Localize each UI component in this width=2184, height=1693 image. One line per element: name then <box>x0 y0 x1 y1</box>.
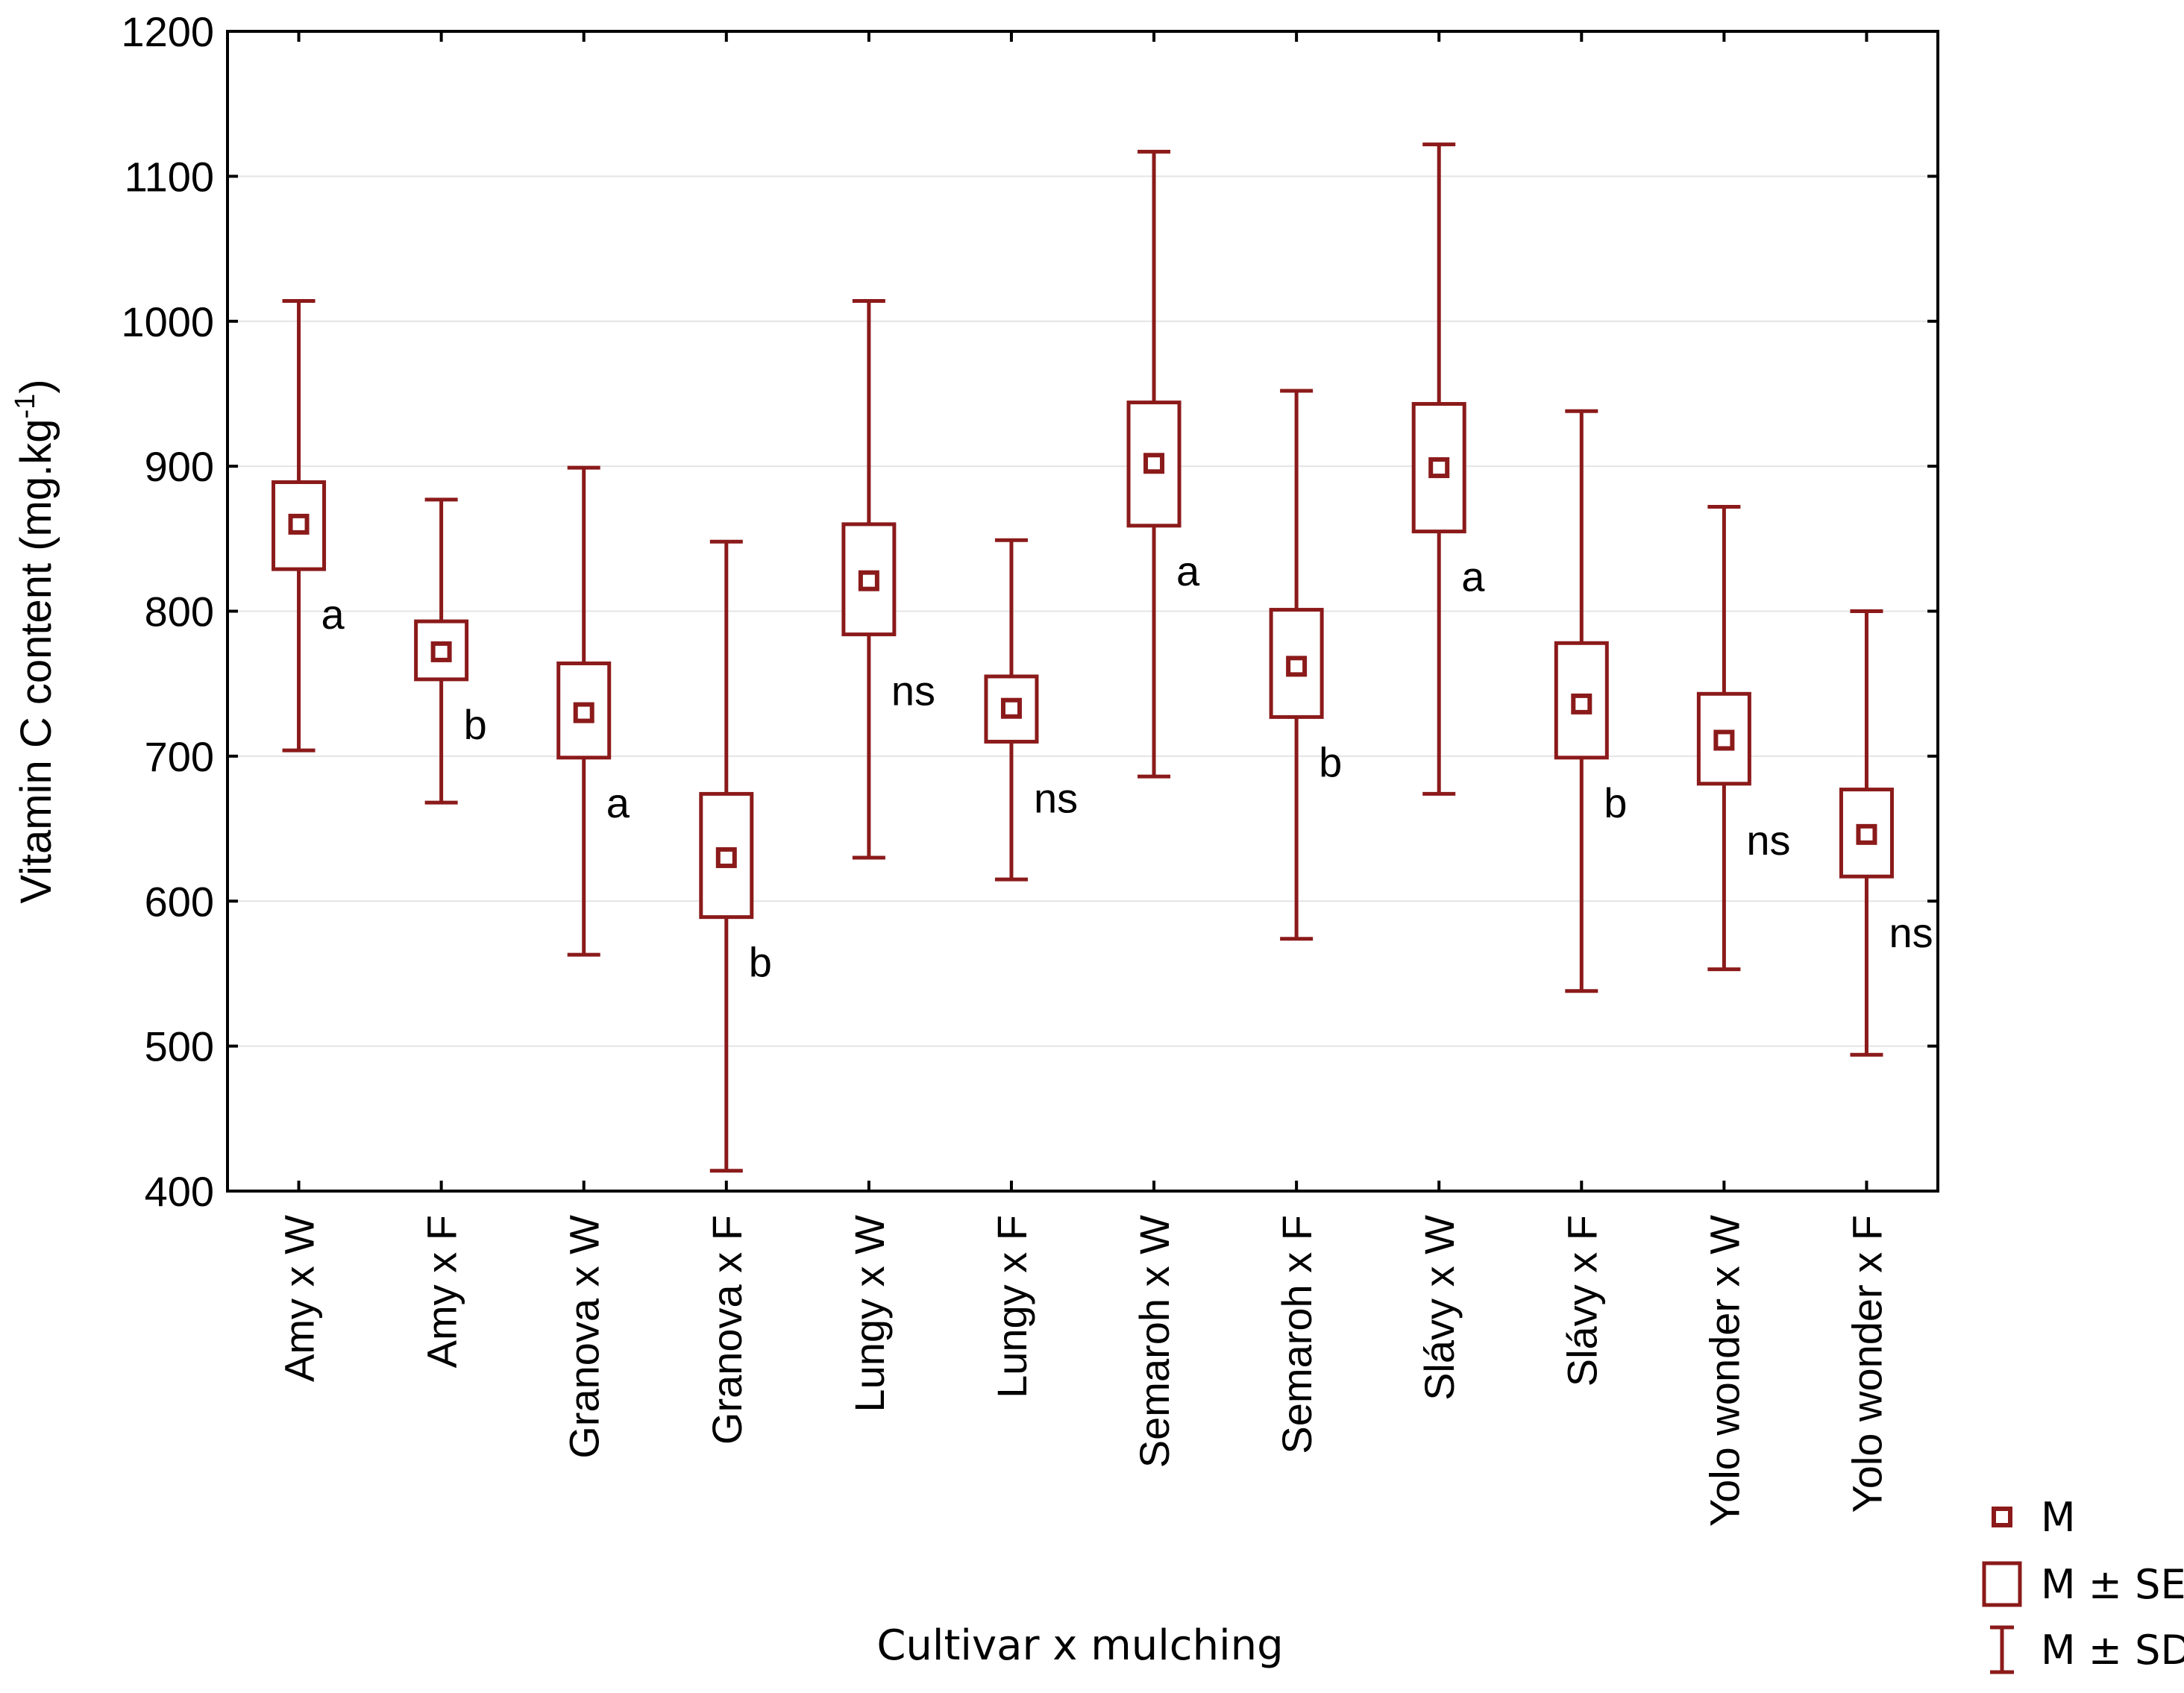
plot-data: a b a b ns ns a b a b ns ns <box>272 142 1933 1173</box>
se-box <box>699 791 754 920</box>
mean-marker <box>1286 656 1308 677</box>
x-tick-label: Semaroh x W <box>1131 1215 1178 1468</box>
mean-marker <box>1571 693 1592 714</box>
category-group: b <box>1554 409 1627 993</box>
mean-marker <box>1856 823 1877 845</box>
significance-letter: ns <box>1889 909 1933 956</box>
x-tick-label: Slávy x F <box>1558 1215 1605 1386</box>
mean-marker <box>715 846 737 868</box>
category-group: ns <box>841 299 935 860</box>
x-tick-label: Yolo wonder x F <box>1843 1215 1890 1513</box>
x-tick-label: Lungy x W <box>846 1215 893 1413</box>
significance-letter: a <box>1461 553 1485 600</box>
category-group: ns <box>984 538 1078 882</box>
x-tick-label: Granova x W <box>561 1215 608 1459</box>
legend-label: M ± SD <box>2041 1627 2184 1674</box>
significance-letter: a <box>321 591 345 638</box>
x-axis-title: Cultivar x mulching <box>876 1621 1283 1670</box>
legend: M M ± SE M ± SD <box>1982 1494 2184 1674</box>
mean-marker <box>858 570 879 591</box>
significance-letter: ns <box>1746 817 1790 864</box>
se-box <box>556 661 612 760</box>
legend-se-symbol <box>1982 1561 2022 1607</box>
mean-marker <box>288 513 310 535</box>
y-axis-title: Vitamin C content (mg.kg-1) <box>10 379 60 903</box>
y-tick-label: 1100 <box>125 153 214 200</box>
category-group: ns <box>1696 505 1791 972</box>
category-group: a <box>272 299 345 753</box>
legend-item: M ± SD <box>1990 1625 2184 1674</box>
y-axis-title-suffix: ) <box>12 379 60 393</box>
mean-marker <box>1428 457 1450 479</box>
y-axis-title-superscript: -1 <box>10 394 41 419</box>
y-tick-label: 1000 <box>121 298 214 345</box>
y-tick-label: 800 <box>145 588 214 635</box>
y-tick-label: 600 <box>145 878 214 925</box>
y-tick-label: 1200 <box>121 8 214 55</box>
significance-letter: a <box>1176 547 1200 594</box>
legend-item: M <box>1992 1494 2076 1541</box>
significance-letter: b <box>1604 779 1627 826</box>
x-tick-label: Slávy x W <box>1416 1215 1463 1401</box>
y-axis: 400 500 600 700 800 900 1000 1100 1200 <box>121 8 1938 1215</box>
category-group: a <box>1411 142 1485 796</box>
significance-letter: b <box>464 701 487 748</box>
legend-mean-symbol <box>1992 1507 2012 1527</box>
y-tick-label: 900 <box>145 443 214 490</box>
significance-letter: b <box>1319 738 1342 785</box>
mean-marker <box>1713 729 1735 751</box>
legend-label: M ± SE <box>2041 1561 2184 1608</box>
legend-label: M <box>2041 1494 2076 1541</box>
y-tick-label: 500 <box>145 1023 214 1070</box>
se-box <box>1554 641 1609 760</box>
category-group: b <box>1269 389 1342 941</box>
significance-letter: a <box>606 779 630 826</box>
x-axis: Amy x W Amy x F Granova x W Granova x F Lung… <box>276 31 1890 1527</box>
category-group: a <box>1126 149 1200 779</box>
significance-letter: b <box>749 939 772 986</box>
x-tick-label: Yolo wonder x W <box>1701 1215 1748 1527</box>
y-tick-label: 700 <box>145 733 214 780</box>
category-group: a <box>556 465 630 957</box>
y-tick-label: 400 <box>145 1168 214 1215</box>
category-group: ns <box>1839 609 1933 1057</box>
x-tick-label: Amy x W <box>276 1215 323 1382</box>
significance-letter: ns <box>1034 774 1078 821</box>
category-group: b <box>699 539 772 1173</box>
mean-marker <box>430 641 452 662</box>
significance-letter: ns <box>891 668 935 714</box>
y-axis-title-main: Vitamin C content (mg.kg <box>12 419 60 904</box>
x-tick-label: Granova x F <box>703 1215 750 1445</box>
legend-item: M ± SE <box>1982 1561 2184 1608</box>
mean-marker <box>1143 453 1165 474</box>
mean-marker <box>573 702 594 723</box>
se-box <box>414 619 469 682</box>
category-group: b <box>414 497 487 805</box>
mean-marker <box>1000 697 1022 719</box>
x-tick-label: Semaroh x F <box>1273 1215 1320 1454</box>
x-tick-label: Amy x F <box>418 1215 465 1368</box>
gridlines <box>228 175 1938 1047</box>
x-tick-label: Lungy x F <box>988 1215 1035 1398</box>
